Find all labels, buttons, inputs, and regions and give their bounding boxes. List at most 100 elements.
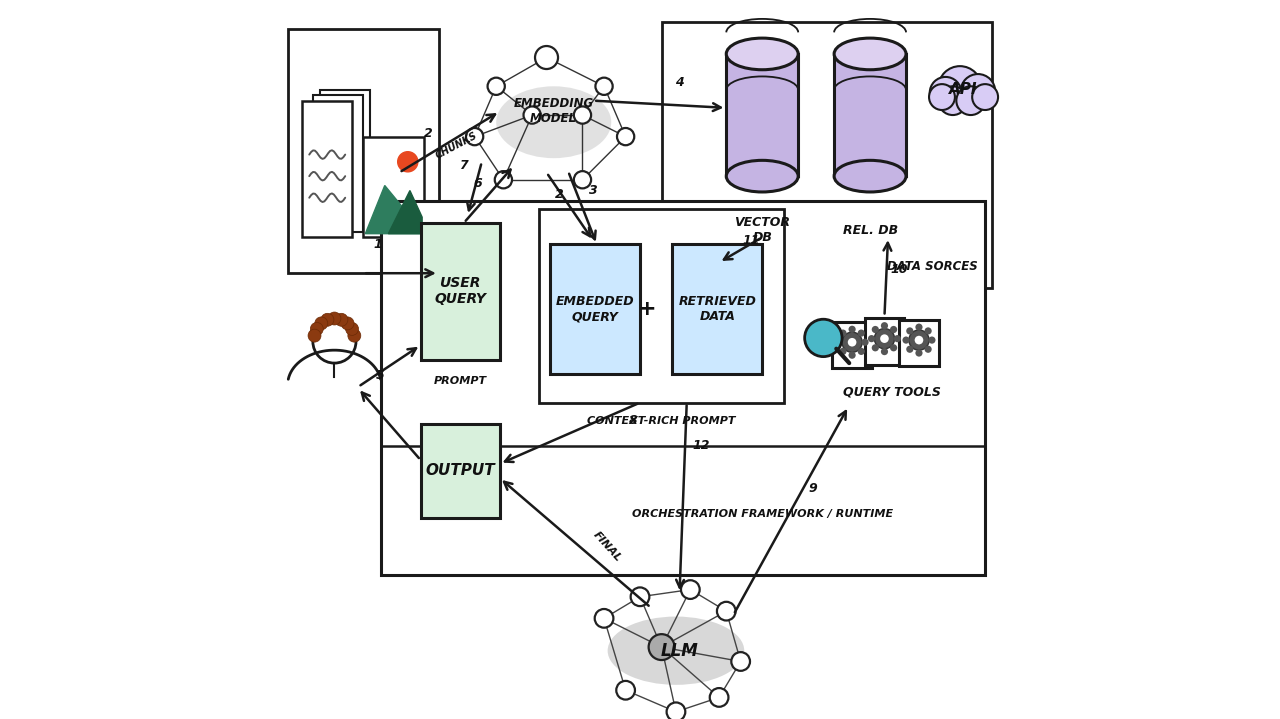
Circle shape bbox=[961, 74, 995, 109]
Circle shape bbox=[649, 634, 675, 660]
FancyBboxPatch shape bbox=[421, 223, 499, 360]
Text: ORCHESTRATION FRAMEWORK / RUNTIME: ORCHESTRATION FRAMEWORK / RUNTIME bbox=[631, 509, 892, 519]
Polygon shape bbox=[365, 186, 422, 234]
Circle shape bbox=[973, 84, 998, 110]
Circle shape bbox=[961, 74, 995, 109]
Circle shape bbox=[924, 346, 932, 353]
Circle shape bbox=[915, 336, 923, 344]
Text: 6: 6 bbox=[474, 177, 483, 190]
Circle shape bbox=[890, 326, 897, 333]
FancyBboxPatch shape bbox=[865, 318, 904, 365]
FancyBboxPatch shape bbox=[288, 29, 439, 273]
Text: LLM: LLM bbox=[660, 641, 699, 660]
Circle shape bbox=[847, 338, 856, 347]
FancyBboxPatch shape bbox=[835, 54, 906, 176]
Circle shape bbox=[861, 339, 869, 346]
Circle shape bbox=[929, 77, 961, 109]
Text: 8: 8 bbox=[628, 414, 637, 427]
Circle shape bbox=[398, 152, 417, 172]
Circle shape bbox=[928, 336, 936, 344]
Circle shape bbox=[731, 652, 750, 671]
Text: 12: 12 bbox=[692, 439, 710, 452]
Text: 7: 7 bbox=[460, 159, 468, 172]
FancyBboxPatch shape bbox=[899, 319, 938, 367]
Circle shape bbox=[321, 313, 334, 326]
Circle shape bbox=[906, 346, 914, 353]
Text: 2: 2 bbox=[556, 188, 564, 201]
FancyBboxPatch shape bbox=[381, 201, 986, 575]
Circle shape bbox=[348, 329, 361, 342]
Circle shape bbox=[495, 171, 512, 188]
Circle shape bbox=[573, 106, 591, 124]
Circle shape bbox=[346, 322, 358, 335]
Text: DATA SORCES: DATA SORCES bbox=[887, 260, 978, 273]
Text: VECTOR
DB: VECTOR DB bbox=[735, 216, 790, 244]
Circle shape bbox=[858, 329, 865, 336]
Circle shape bbox=[929, 84, 955, 110]
Circle shape bbox=[595, 609, 613, 628]
Circle shape bbox=[310, 322, 324, 335]
Circle shape bbox=[915, 324, 923, 331]
Circle shape bbox=[881, 322, 888, 329]
Text: +: + bbox=[637, 299, 657, 319]
FancyBboxPatch shape bbox=[726, 54, 799, 176]
FancyBboxPatch shape bbox=[672, 244, 762, 374]
Circle shape bbox=[709, 688, 728, 707]
Circle shape bbox=[524, 106, 540, 124]
Text: FINAL: FINAL bbox=[591, 529, 623, 564]
Circle shape bbox=[938, 66, 982, 109]
FancyBboxPatch shape bbox=[421, 424, 499, 518]
Circle shape bbox=[488, 78, 504, 95]
Circle shape bbox=[595, 78, 613, 95]
Circle shape bbox=[617, 128, 635, 145]
Circle shape bbox=[924, 327, 932, 334]
Circle shape bbox=[906, 327, 914, 334]
FancyBboxPatch shape bbox=[320, 90, 370, 226]
Circle shape bbox=[340, 317, 355, 330]
FancyBboxPatch shape bbox=[364, 137, 424, 237]
Circle shape bbox=[938, 66, 982, 109]
Circle shape bbox=[681, 580, 700, 599]
Text: USER
QUERY: USER QUERY bbox=[434, 276, 486, 306]
Text: 4: 4 bbox=[675, 76, 684, 89]
Circle shape bbox=[717, 602, 736, 620]
Text: 11: 11 bbox=[742, 234, 760, 247]
Circle shape bbox=[881, 348, 888, 355]
Circle shape bbox=[616, 681, 635, 700]
Circle shape bbox=[573, 171, 591, 188]
Text: CONTEXT-RICH PROMPT: CONTEXT-RICH PROMPT bbox=[588, 416, 736, 426]
Text: 1: 1 bbox=[374, 238, 381, 251]
Circle shape bbox=[667, 702, 685, 719]
Circle shape bbox=[308, 329, 321, 342]
Ellipse shape bbox=[835, 160, 906, 192]
Circle shape bbox=[956, 86, 986, 115]
Text: 10: 10 bbox=[890, 263, 908, 276]
Circle shape bbox=[335, 313, 348, 326]
Text: 2: 2 bbox=[424, 127, 433, 139]
FancyBboxPatch shape bbox=[832, 322, 872, 368]
Circle shape bbox=[466, 128, 484, 145]
Circle shape bbox=[849, 352, 856, 359]
Text: OUTPUT: OUTPUT bbox=[425, 464, 495, 478]
Text: EMBEDDED
QUERY: EMBEDDED QUERY bbox=[556, 296, 635, 323]
Circle shape bbox=[929, 77, 961, 109]
Polygon shape bbox=[388, 191, 422, 234]
Circle shape bbox=[840, 329, 846, 336]
Text: API: API bbox=[950, 83, 978, 97]
Circle shape bbox=[535, 46, 558, 69]
Circle shape bbox=[929, 84, 955, 110]
Circle shape bbox=[893, 335, 901, 342]
Circle shape bbox=[902, 336, 910, 344]
Text: 3: 3 bbox=[589, 184, 598, 197]
Text: 9: 9 bbox=[808, 482, 817, 495]
Ellipse shape bbox=[497, 86, 612, 158]
Circle shape bbox=[849, 326, 856, 333]
Circle shape bbox=[868, 335, 876, 342]
Circle shape bbox=[805, 319, 842, 357]
Circle shape bbox=[973, 84, 998, 110]
Text: REL. DB: REL. DB bbox=[842, 224, 897, 237]
FancyBboxPatch shape bbox=[539, 209, 783, 403]
FancyBboxPatch shape bbox=[302, 101, 352, 237]
Ellipse shape bbox=[835, 38, 906, 70]
Circle shape bbox=[836, 339, 842, 346]
